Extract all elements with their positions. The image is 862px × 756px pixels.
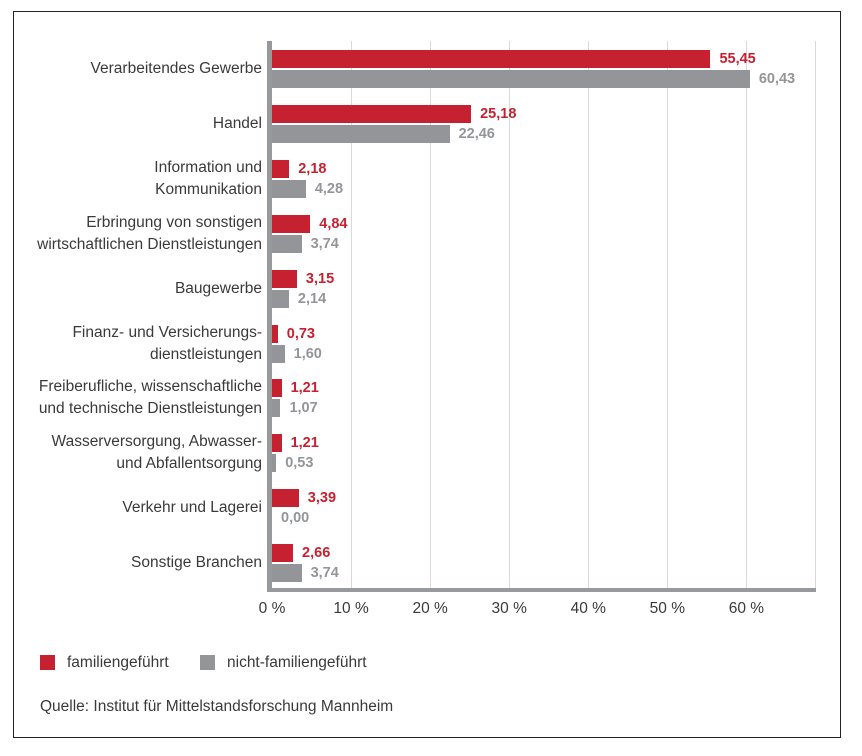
plot-right-edge-line <box>815 41 816 590</box>
category-label: Sonstige Branchen <box>14 552 262 574</box>
value-label: 3,74 <box>310 565 339 582</box>
bar-familiengefuehrt <box>272 489 299 508</box>
category-label: Verkehr und Lagerei <box>14 497 262 519</box>
legend-swatch-familiengefuehrt <box>40 655 55 670</box>
category-label-line: Information und <box>154 158 262 176</box>
bar-familiengefuehrt <box>272 379 282 398</box>
bar-nicht-familiengefuehrt <box>272 454 277 473</box>
category-label: Wasserversorgung, Abwasser-und Abfallent… <box>14 431 262 475</box>
y-axis-line <box>267 41 272 592</box>
category-label: Baugewerbe <box>14 278 262 300</box>
category-label: Erbringung von sonstigen wirtschaftlichen… <box>14 212 262 256</box>
category-label-line: wirtschaftlichen Dienstleistungen <box>37 235 262 253</box>
category-label-line: Finanz- und Versicherungs- <box>72 323 262 341</box>
grid-line <box>666 41 668 590</box>
x-axis-line <box>267 588 816 592</box>
legend-label-nicht-familiengefuehrt: nicht-familiengeführt <box>227 654 367 671</box>
category-label-line: Freiberufliche, wissenschaftliche <box>38 378 262 396</box>
bar-familiengefuehrt <box>272 104 472 123</box>
category-label: Freiberufliche, wissenschaftliche und tec… <box>14 376 262 420</box>
bar-familiengefuehrt <box>272 324 278 343</box>
category-label: Handel <box>14 113 262 135</box>
value-label: 60,43 <box>758 71 796 87</box>
bar-familiengefuehrt <box>272 159 290 178</box>
value-label: 22,46 <box>458 125 495 142</box>
bar-nicht-familiengefuehrt <box>272 344 285 363</box>
chart-frame <box>13 11 841 738</box>
value-label: 2,66 <box>302 545 331 562</box>
value-label: 1,07 <box>289 400 318 417</box>
bar-familiengefuehrt <box>272 544 294 563</box>
x-tick-label: 40 % <box>570 600 606 617</box>
bar-familiengefuehrt <box>272 434 282 453</box>
bar-nicht-familiengefuehrt <box>272 234 302 253</box>
bar-familiengefuehrt <box>272 269 297 288</box>
category-label-line: Kommunikation <box>155 180 262 198</box>
x-tick-label: 60 % <box>728 600 765 617</box>
value-label: 3,15 <box>305 270 335 287</box>
category-label-line: und Abfallentsorgung <box>116 455 262 473</box>
grid-line <box>587 41 589 590</box>
category-label-line: Erbringung von sonstigen <box>86 213 262 231</box>
category-label-line: und technische Dienstleistungen <box>38 400 262 418</box>
category-label-line: Sonstige Branchen <box>131 554 262 572</box>
category-label: Information und Kommunikation <box>14 157 262 201</box>
x-tick-label: 50 % <box>649 600 686 617</box>
grid-line <box>745 41 747 590</box>
category-label-line: Baugewerbe <box>174 279 262 297</box>
category-label: Finanz- und Versicherungs-dienstleistung… <box>14 322 262 366</box>
category-label-line: Handel <box>212 114 262 132</box>
category-label-line: dienstleistungen <box>149 345 262 363</box>
grid-line <box>350 41 352 590</box>
x-tick-label: 30 % <box>491 600 527 617</box>
value-label: 1,21 <box>290 380 319 397</box>
value-label: 2,14 <box>297 290 327 307</box>
value-label: 2,18 <box>298 160 327 177</box>
x-tick-label: 10 % <box>333 600 369 617</box>
grid-line <box>429 41 431 590</box>
category-label-line: Verarbeitendes Gewerbe <box>90 60 262 77</box>
plot-area <box>272 41 816 590</box>
category-label-line: Wasserversorgung, Abwasser- <box>51 433 262 451</box>
legend-swatch-nicht-familiengefuehrt <box>200 655 215 670</box>
bar-familiengefuehrt <box>272 50 711 68</box>
bar-nicht-familiengefuehrt <box>272 179 306 198</box>
value-label: 3,74 <box>310 235 339 252</box>
bar-nicht-familiengefuehrt <box>272 70 750 88</box>
value-label: 4,28 <box>314 180 344 197</box>
value-label: 1,21 <box>290 435 319 452</box>
x-tick-label: 0 % <box>258 600 286 617</box>
value-label: 4,84 <box>319 215 348 232</box>
bar-familiengefuehrt <box>272 214 311 233</box>
legend-label-familiengefuehrt: familiengeführt <box>67 654 169 671</box>
value-label: 0,73 <box>286 325 315 342</box>
bar-nicht-familiengefuehrt <box>272 564 302 583</box>
category-label-line: Verkehr und Lagerei <box>122 499 262 517</box>
value-label: 3,39 <box>307 490 337 507</box>
value-label: 25,18 <box>480 105 517 122</box>
category-label: Verarbeitendes Gewerbe <box>14 58 262 80</box>
x-tick-label: 20 % <box>412 600 448 617</box>
bar-nicht-familiengefuehrt <box>272 289 289 308</box>
value-label: 0,00 <box>281 510 310 527</box>
value-label: 55,45 <box>719 51 756 67</box>
bar-nicht-familiengefuehrt <box>272 399 281 418</box>
bar-nicht-familiengefuehrt <box>272 124 450 143</box>
value-label: 1,60 <box>293 345 322 362</box>
source-text: Quelle: Institut für Mittelstandsforschu… <box>40 698 394 715</box>
value-label: 0,53 <box>285 455 314 472</box>
grid-line <box>508 41 510 590</box>
